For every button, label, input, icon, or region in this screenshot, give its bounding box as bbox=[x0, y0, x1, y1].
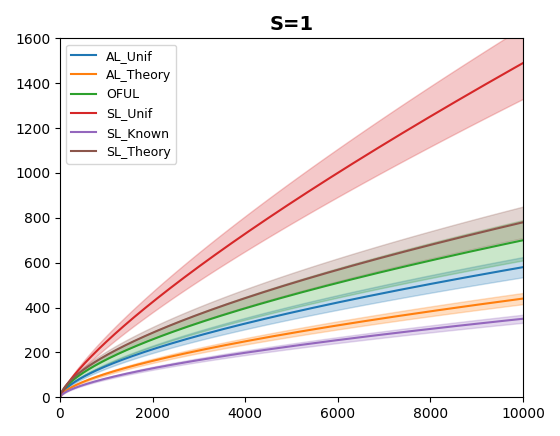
SL_Unif bbox=[520, 61, 526, 66]
SL_Theory bbox=[508, 222, 515, 228]
AL_Theory bbox=[508, 297, 515, 303]
AL_Unif bbox=[436, 279, 443, 285]
SL_Known bbox=[520, 316, 526, 321]
OFUL bbox=[508, 240, 515, 245]
AL_Unif bbox=[520, 265, 526, 270]
SL_Unif bbox=[436, 109, 443, 114]
SL_Theory bbox=[277, 284, 283, 290]
SL_Unif bbox=[57, 395, 63, 400]
SL_Known bbox=[277, 345, 283, 351]
Title: S=1: S=1 bbox=[269, 15, 314, 34]
Line: OFUL: OFUL bbox=[60, 240, 523, 397]
Line: SL_Unif: SL_Unif bbox=[60, 63, 523, 397]
SL_Unif bbox=[279, 206, 286, 211]
SL_Known bbox=[279, 345, 286, 350]
Line: AL_Theory: AL_Theory bbox=[60, 299, 523, 397]
SL_Known bbox=[57, 395, 63, 400]
SL_Unif bbox=[332, 172, 339, 177]
OFUL bbox=[520, 238, 526, 243]
OFUL bbox=[332, 281, 339, 286]
SL_Theory bbox=[57, 395, 63, 400]
Line: SL_Known: SL_Known bbox=[60, 319, 523, 397]
SL_Unif bbox=[277, 208, 283, 213]
Line: SL_Theory: SL_Theory bbox=[60, 222, 523, 397]
SL_Theory bbox=[436, 240, 443, 245]
Line: AL_Unif: AL_Unif bbox=[60, 267, 523, 397]
AL_Unif bbox=[57, 395, 63, 400]
OFUL bbox=[436, 256, 443, 261]
Legend: AL_Unif, AL_Theory, OFUL, SL_Unif, SL_Known, SL_Theory: AL_Unif, AL_Theory, OFUL, SL_Unif, SL_Kn… bbox=[66, 44, 176, 164]
AL_Theory bbox=[279, 332, 286, 337]
AL_Unif bbox=[279, 312, 286, 317]
SL_Theory bbox=[520, 220, 526, 225]
SL_Theory bbox=[332, 268, 339, 273]
OFUL bbox=[57, 395, 63, 400]
SL_Known bbox=[307, 341, 314, 346]
SL_Known bbox=[332, 338, 339, 343]
AL_Theory bbox=[436, 307, 443, 313]
AL_Unif bbox=[307, 306, 314, 311]
SL_Known bbox=[508, 317, 515, 323]
AL_Unif bbox=[277, 313, 283, 318]
SL_Theory bbox=[307, 275, 314, 280]
OFUL bbox=[277, 296, 283, 301]
AL_Unif bbox=[508, 266, 515, 272]
AL_Theory bbox=[332, 323, 339, 328]
SL_Known bbox=[436, 325, 443, 330]
AL_Theory bbox=[277, 332, 283, 337]
AL_Theory bbox=[307, 327, 314, 332]
OFUL bbox=[279, 295, 286, 300]
SL_Theory bbox=[279, 283, 286, 289]
OFUL bbox=[307, 287, 314, 293]
AL_Unif bbox=[332, 300, 339, 306]
AL_Theory bbox=[520, 296, 526, 301]
AL_Theory bbox=[57, 395, 63, 400]
SL_Unif bbox=[508, 67, 515, 72]
SL_Unif bbox=[307, 187, 314, 193]
